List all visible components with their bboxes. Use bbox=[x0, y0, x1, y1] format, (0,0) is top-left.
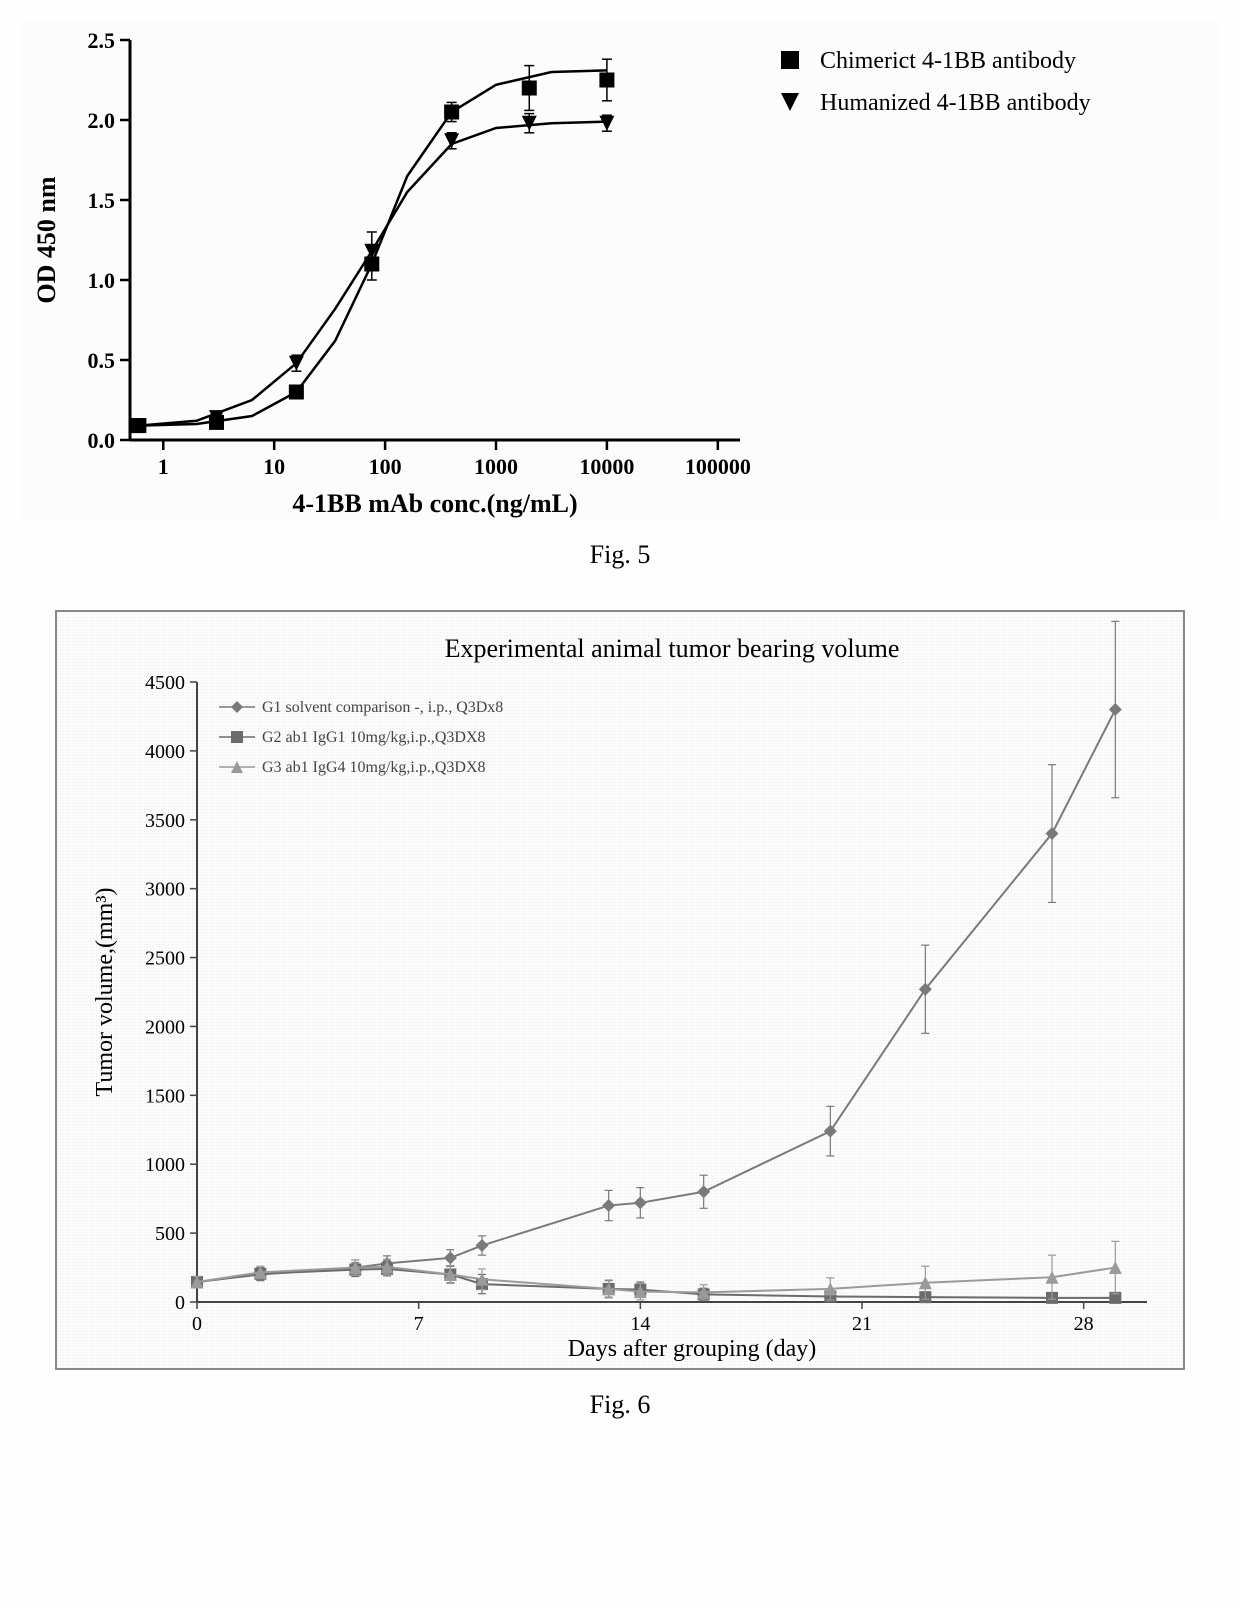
svg-text:0.0: 0.0 bbox=[88, 428, 116, 453]
svg-text:Chimerict 4-1BB antibody: Chimerict 4-1BB antibody bbox=[820, 48, 1076, 74]
svg-text:G2 ab1 IgG1 10mg/kg,i.p.,Q3DX8: G2 ab1 IgG1 10mg/kg,i.p.,Q3DX8 bbox=[262, 729, 486, 746]
figure-5: 0.0 0.5 1.0 1.5 2.0 2.5 1 10 100 1000 10000 100000 4… bbox=[20, 20, 1220, 570]
svg-text:1.0: 1.0 bbox=[88, 268, 116, 293]
svg-text:Experimental animal tumor bear: Experimental animal tumor bearing volume bbox=[445, 634, 900, 663]
fig6-svg: Experimental animal tumor bearing volume… bbox=[57, 612, 1187, 1372]
svg-text:10: 10 bbox=[263, 454, 285, 479]
svg-text:10000: 10000 bbox=[579, 454, 634, 479]
fig5-chart: 0.0 0.5 1.0 1.5 2.0 2.5 1 10 100 1000 10000 100000 4… bbox=[20, 20, 1220, 520]
svg-text:Tumor volume,(mm³): Tumor volume,(mm³) bbox=[92, 888, 118, 1097]
svg-text:0: 0 bbox=[192, 1313, 202, 1335]
svg-text:21: 21 bbox=[852, 1313, 872, 1335]
fig6-caption: Fig. 6 bbox=[20, 1390, 1220, 1420]
svg-text:1000: 1000 bbox=[474, 454, 518, 479]
svg-text:0: 0 bbox=[175, 1292, 185, 1314]
svg-text:28: 28 bbox=[1074, 1313, 1094, 1335]
fig5-svg: 0.0 0.5 1.0 1.5 2.0 2.5 1 10 100 1000 10000 100000 4… bbox=[20, 20, 1220, 520]
svg-text:1: 1 bbox=[158, 454, 169, 479]
fig5-caption: Fig. 5 bbox=[20, 540, 1220, 570]
svg-text:4000: 4000 bbox=[145, 741, 185, 763]
svg-text:4-1BB mAb conc.(ng/mL): 4-1BB mAb conc.(ng/mL) bbox=[292, 489, 577, 518]
svg-text:14: 14 bbox=[630, 1313, 650, 1335]
svg-text:G3 ab1 IgG4 10mg/kg,i.p.,Q3DX8: G3 ab1 IgG4 10mg/kg,i.p.,Q3DX8 bbox=[262, 759, 486, 776]
svg-text:2.0: 2.0 bbox=[88, 108, 116, 133]
svg-text:OD 450 nm: OD 450 nm bbox=[32, 176, 61, 303]
svg-text:1500: 1500 bbox=[145, 1085, 185, 1107]
fig6-chart: Experimental animal tumor bearing volume… bbox=[55, 610, 1185, 1370]
svg-text:3000: 3000 bbox=[145, 879, 185, 901]
svg-text:2500: 2500 bbox=[145, 948, 185, 970]
svg-text:Humanized 4-1BB antibody: Humanized 4-1BB antibody bbox=[820, 90, 1091, 116]
svg-text:100: 100 bbox=[369, 454, 402, 479]
svg-text:0.5: 0.5 bbox=[88, 348, 116, 373]
svg-text:Days after grouping (day): Days after grouping (day) bbox=[568, 1336, 817, 1362]
svg-text:100000: 100000 bbox=[685, 454, 751, 479]
svg-text:7: 7 bbox=[414, 1313, 424, 1335]
svg-text:2.5: 2.5 bbox=[88, 28, 116, 53]
svg-text:1.5: 1.5 bbox=[88, 188, 116, 213]
svg-text:2000: 2000 bbox=[145, 1016, 185, 1038]
svg-text:G1 solvent comparison -, i.p.,: G1 solvent comparison -, i.p., Q3Dx8 bbox=[262, 699, 503, 716]
svg-text:500: 500 bbox=[155, 1223, 185, 1245]
svg-text:4500: 4500 bbox=[145, 672, 185, 694]
svg-text:3500: 3500 bbox=[145, 810, 185, 832]
figure-6: Experimental animal tumor bearing volume… bbox=[20, 610, 1220, 1420]
svg-text:1000: 1000 bbox=[145, 1154, 185, 1176]
